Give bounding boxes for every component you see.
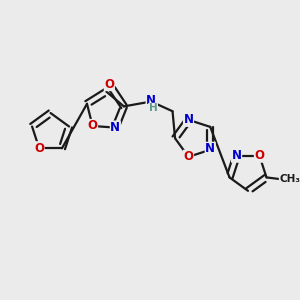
Text: N: N xyxy=(110,121,120,134)
Text: CH₃: CH₃ xyxy=(279,174,300,184)
Text: O: O xyxy=(254,149,264,162)
Text: O: O xyxy=(104,77,114,91)
Text: O: O xyxy=(34,142,44,155)
Text: N: N xyxy=(205,142,215,155)
Text: N: N xyxy=(146,94,156,107)
Text: H: H xyxy=(149,103,158,113)
Text: O: O xyxy=(88,119,98,133)
Text: N: N xyxy=(184,113,194,126)
Text: N: N xyxy=(232,149,242,162)
Text: O: O xyxy=(184,150,194,163)
